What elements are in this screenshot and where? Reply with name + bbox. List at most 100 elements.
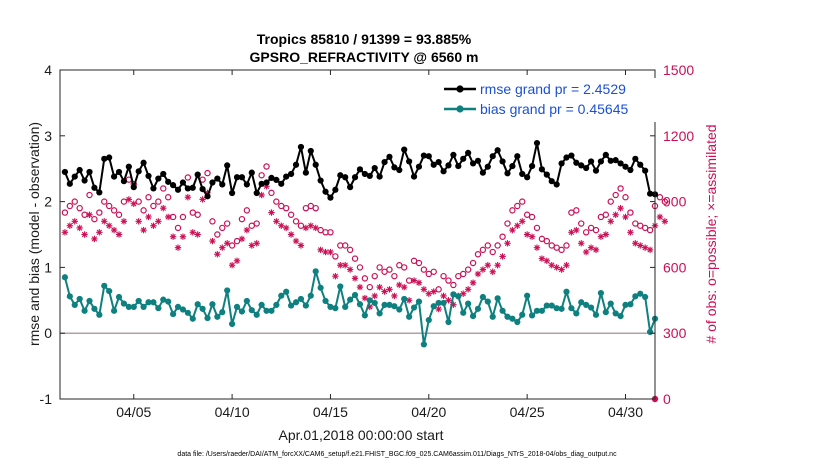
rmse-point — [440, 168, 447, 175]
rmse-point — [622, 163, 629, 170]
bias-point — [101, 282, 108, 289]
rmse-point — [96, 189, 103, 196]
bias-point — [219, 309, 226, 316]
bias-point — [578, 299, 585, 306]
possible-obs-marker — [214, 231, 221, 238]
assimilated-obs-marker — [238, 235, 246, 243]
rmse-point — [81, 177, 88, 184]
rmse-point — [238, 174, 246, 181]
assimilated-obs-marker — [302, 224, 310, 232]
assimilated-obs-marker — [91, 235, 98, 243]
rmse-point — [469, 160, 477, 167]
possible-obs-marker — [292, 218, 300, 225]
rmse-point — [297, 143, 305, 151]
rmse-point — [76, 166, 83, 174]
bias-point — [499, 307, 506, 314]
x-tick-label: 04/05 — [116, 404, 151, 420]
possible-obs-marker — [209, 218, 216, 225]
assimilated-obs-marker — [273, 218, 280, 225]
bias-point — [573, 310, 580, 317]
bias-point — [617, 312, 624, 320]
bias-point — [194, 301, 201, 308]
assimilated-obs-marker — [597, 233, 605, 240]
bias-point — [524, 292, 531, 299]
assimilated-obs-marker — [169, 233, 177, 240]
rmse-point — [135, 168, 142, 175]
assimilated-obs-marker — [282, 224, 290, 232]
assimilated-obs-marker — [592, 246, 600, 254]
possible-obs-marker — [479, 246, 487, 254]
rmse-point — [425, 153, 432, 160]
rmse-point — [347, 184, 354, 191]
assimilated-obs-marker — [396, 281, 403, 289]
bias-point — [184, 309, 191, 316]
possible-obs-marker — [342, 242, 349, 249]
bias-point — [283, 288, 290, 295]
possible-obs-marker — [612, 191, 619, 199]
rmse-point — [268, 174, 275, 182]
assimilated-obs-marker — [410, 277, 418, 284]
possible-obs-marker — [356, 264, 364, 271]
assimilated-obs-marker — [66, 222, 74, 229]
y-right-tick-label: 1500 — [663, 62, 694, 78]
bias-point — [391, 303, 398, 310]
possible-obs-marker — [622, 194, 629, 201]
bias-point — [288, 302, 295, 309]
assimilated-obs-marker — [292, 237, 300, 245]
assimilated-obs-marker — [533, 244, 541, 251]
rmse-point — [573, 159, 580, 166]
rmse-point — [563, 154, 570, 161]
bias-point — [238, 308, 246, 315]
bias-point — [356, 301, 364, 308]
bias-point — [317, 284, 324, 291]
bias-point — [371, 299, 378, 307]
rmse-point — [278, 180, 285, 187]
assimilated-obs-marker — [543, 257, 551, 265]
possible-obs-marker — [646, 226, 654, 234]
bias-point — [504, 313, 511, 320]
rmse-point — [351, 174, 359, 181]
assimilated-obs-marker — [519, 218, 526, 225]
bias-point — [548, 302, 555, 309]
assimilated-obs-marker — [71, 218, 78, 225]
rmse-point — [450, 151, 457, 158]
rmse-point — [110, 173, 118, 180]
rmse-point — [632, 155, 639, 162]
possible-obs-marker — [263, 163, 270, 170]
rmse-point — [337, 172, 344, 179]
possible-obs-marker — [592, 226, 600, 234]
bias-point — [179, 306, 187, 313]
bias-point — [415, 298, 423, 305]
possible-obs-marker — [494, 242, 501, 249]
bias-point — [332, 305, 339, 312]
assimilated-obs-marker — [386, 286, 393, 293]
possible-obs-marker — [219, 224, 226, 232]
bias-point — [563, 288, 570, 295]
rmse-point — [283, 173, 290, 180]
assimilated-obs-marker — [76, 224, 83, 232]
rmse-point — [455, 162, 462, 170]
bias-point — [199, 305, 206, 312]
bias-point — [115, 293, 123, 301]
bias-point — [66, 293, 73, 300]
assimilated-obs-marker — [445, 297, 452, 304]
rmse-point — [533, 139, 541, 147]
possible-obs-marker — [401, 264, 408, 271]
rmse-point — [504, 170, 511, 177]
bias-point — [307, 292, 314, 299]
possible-obs-marker — [96, 209, 103, 216]
rmse-point — [209, 179, 216, 186]
bias-point — [292, 299, 300, 306]
possible-obs-marker — [484, 242, 492, 249]
rmse-point — [302, 169, 309, 176]
y-axis-label: rmse and bias (model - observation) — [26, 122, 42, 346]
possible-obs-marker — [327, 229, 334, 236]
rmse-point — [396, 166, 403, 174]
bias-point — [489, 313, 496, 320]
y-axis-right-label: # of obs: o=possible; ×=assimilated — [703, 124, 719, 343]
assimilated-obs-marker — [145, 213, 152, 221]
rmse-point — [101, 155, 108, 162]
bias-point — [386, 301, 393, 309]
assimilated-obs-marker — [81, 231, 88, 238]
